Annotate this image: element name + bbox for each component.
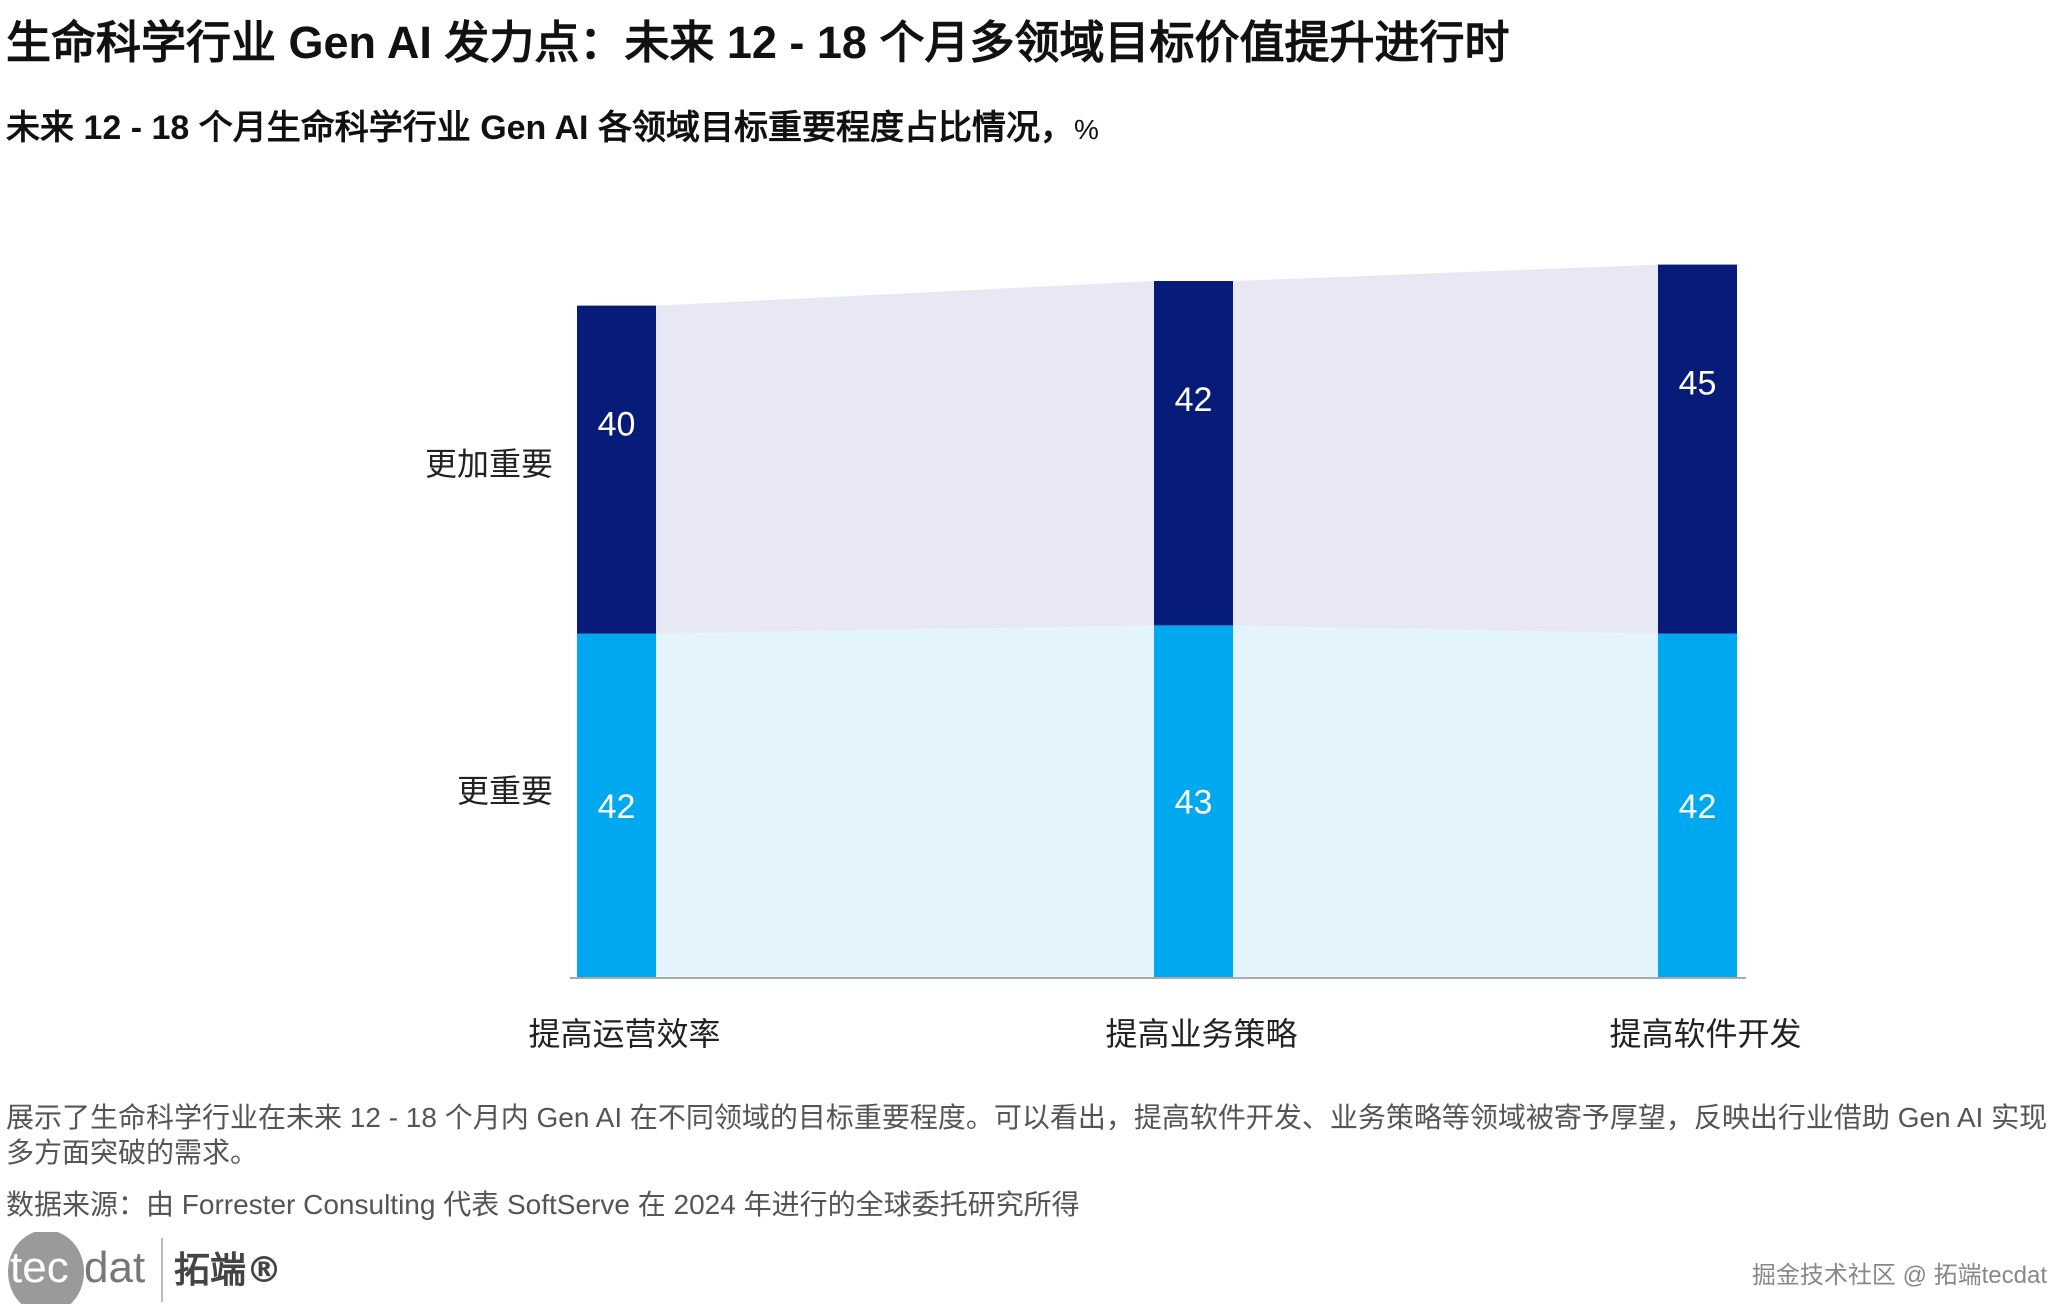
band-1-lower: [1233, 625, 1658, 978]
unit-label: %: [1073, 114, 1099, 145]
subtitle-text: 未来 12 - 18 个月生命科学行业 Gen AI 各领域目标重要程度占比情况…: [6, 109, 1074, 147]
bar-lower-1: [1154, 625, 1233, 978]
svg-text:dat: dat: [84, 1243, 145, 1292]
svg-text:tec: tec: [10, 1243, 69, 1292]
data-label-lower-0: 42: [598, 788, 636, 826]
watermark: 掘金技术社区 @ 拓端tecdat: [1751, 1262, 2047, 1289]
x-tick-label-2: 提高软件开发: [1609, 1015, 1801, 1053]
data-label-upper-1: 42: [1175, 381, 1213, 419]
band-0-upper: [656, 281, 1154, 634]
x-tick-label-1: 提高业务策略: [1105, 1015, 1297, 1053]
data-label-lower-1: 43: [1175, 784, 1213, 822]
page-title: 生命科学行业 Gen AI 发力点：未来 12 - 18 个月多领域目标价值提升…: [6, 17, 1510, 68]
bar-lower-2: [1658, 633, 1737, 978]
bar-lower-0: [577, 633, 656, 978]
source-note: 数据来源：由 Forrester Consulting 代表 SoftServe…: [6, 1189, 1080, 1220]
data-label-lower-2: 42: [1679, 788, 1717, 826]
data-label-upper-0: 40: [598, 406, 636, 444]
svg-text:拓端®: 拓端®: [174, 1250, 282, 1291]
band-0-lower: [656, 625, 1154, 978]
bar-upper-2: [1658, 264, 1737, 634]
bar-upper-0: [577, 305, 656, 634]
chart-caption: 展示了生命科学行业在未来 12 - 18 个月内 Gen AI 在不同领域的目标…: [6, 1102, 2048, 1168]
chart-subtitle: 未来 12 - 18 个月生命科学行业 Gen AI 各领域目标重要程度占比情况…: [6, 100, 1099, 149]
tecdat-logo: tec dat 拓端®: [8, 1232, 282, 1304]
band-1-upper: [1233, 264, 1658, 634]
x-tick-label-0: 提高运营效率: [528, 1015, 720, 1053]
data-label-upper-2: 45: [1679, 365, 1717, 403]
bar-upper-1: [1154, 281, 1233, 626]
legend-label-upper: 更加重要: [425, 445, 553, 483]
legend-label-lower: 更重要: [457, 772, 553, 810]
